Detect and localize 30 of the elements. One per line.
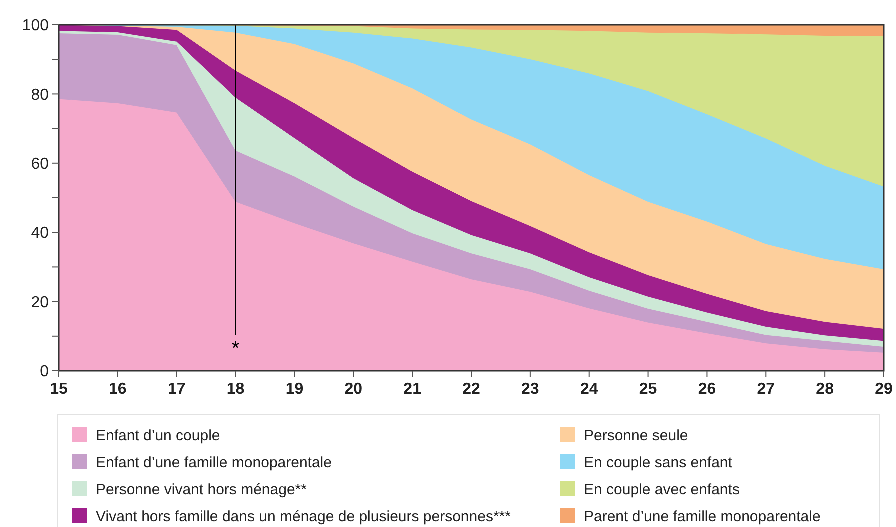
x-tick-label: 25 bbox=[639, 381, 658, 398]
x-tick-label: 21 bbox=[404, 381, 422, 398]
legend-label: Enfant d’une famille monoparentale bbox=[96, 454, 332, 472]
x-tick-label: 15 bbox=[50, 381, 68, 398]
y-tick-label: 80 bbox=[31, 86, 50, 104]
legend-label: En couple sans enfant bbox=[584, 454, 734, 472]
x-tick-label: 19 bbox=[286, 381, 304, 398]
ref-line-label: * bbox=[232, 338, 240, 360]
x-tick-label: 26 bbox=[698, 381, 716, 398]
legend-label: En couple avec enfants bbox=[584, 481, 740, 498]
x-tick-label: 20 bbox=[344, 381, 363, 398]
x-tick-label: 18 bbox=[226, 381, 245, 398]
x-tick-label: 27 bbox=[757, 381, 776, 398]
x-tick-label: 23 bbox=[522, 381, 540, 398]
x-tick-label: 22 bbox=[462, 381, 480, 398]
legend-label: Personne vivant hors ménage** bbox=[96, 481, 308, 498]
x-tick-label: 29 bbox=[875, 381, 893, 398]
y-tick-label: 40 bbox=[31, 225, 50, 242]
x-tick-label: 24 bbox=[580, 381, 598, 398]
legend-label: Parent d’une famille monoparentale bbox=[584, 508, 821, 526]
legend-label: Vivant hors famille dans un ménage de plusieurs personnes*** bbox=[96, 508, 512, 526]
y-tick-label: 20 bbox=[31, 294, 50, 312]
x-tick-label: 28 bbox=[816, 381, 834, 398]
x-tick-label: 16 bbox=[109, 381, 127, 398]
x-tick-label: 17 bbox=[168, 381, 186, 398]
y-tick-label: 0 bbox=[40, 364, 50, 381]
legend-label: Enfant d’un couple bbox=[96, 427, 220, 444]
legend-label: Personne seule bbox=[584, 427, 688, 444]
y-tick-label: 60 bbox=[31, 156, 50, 173]
y-tick-label: 100 bbox=[22, 18, 50, 35]
